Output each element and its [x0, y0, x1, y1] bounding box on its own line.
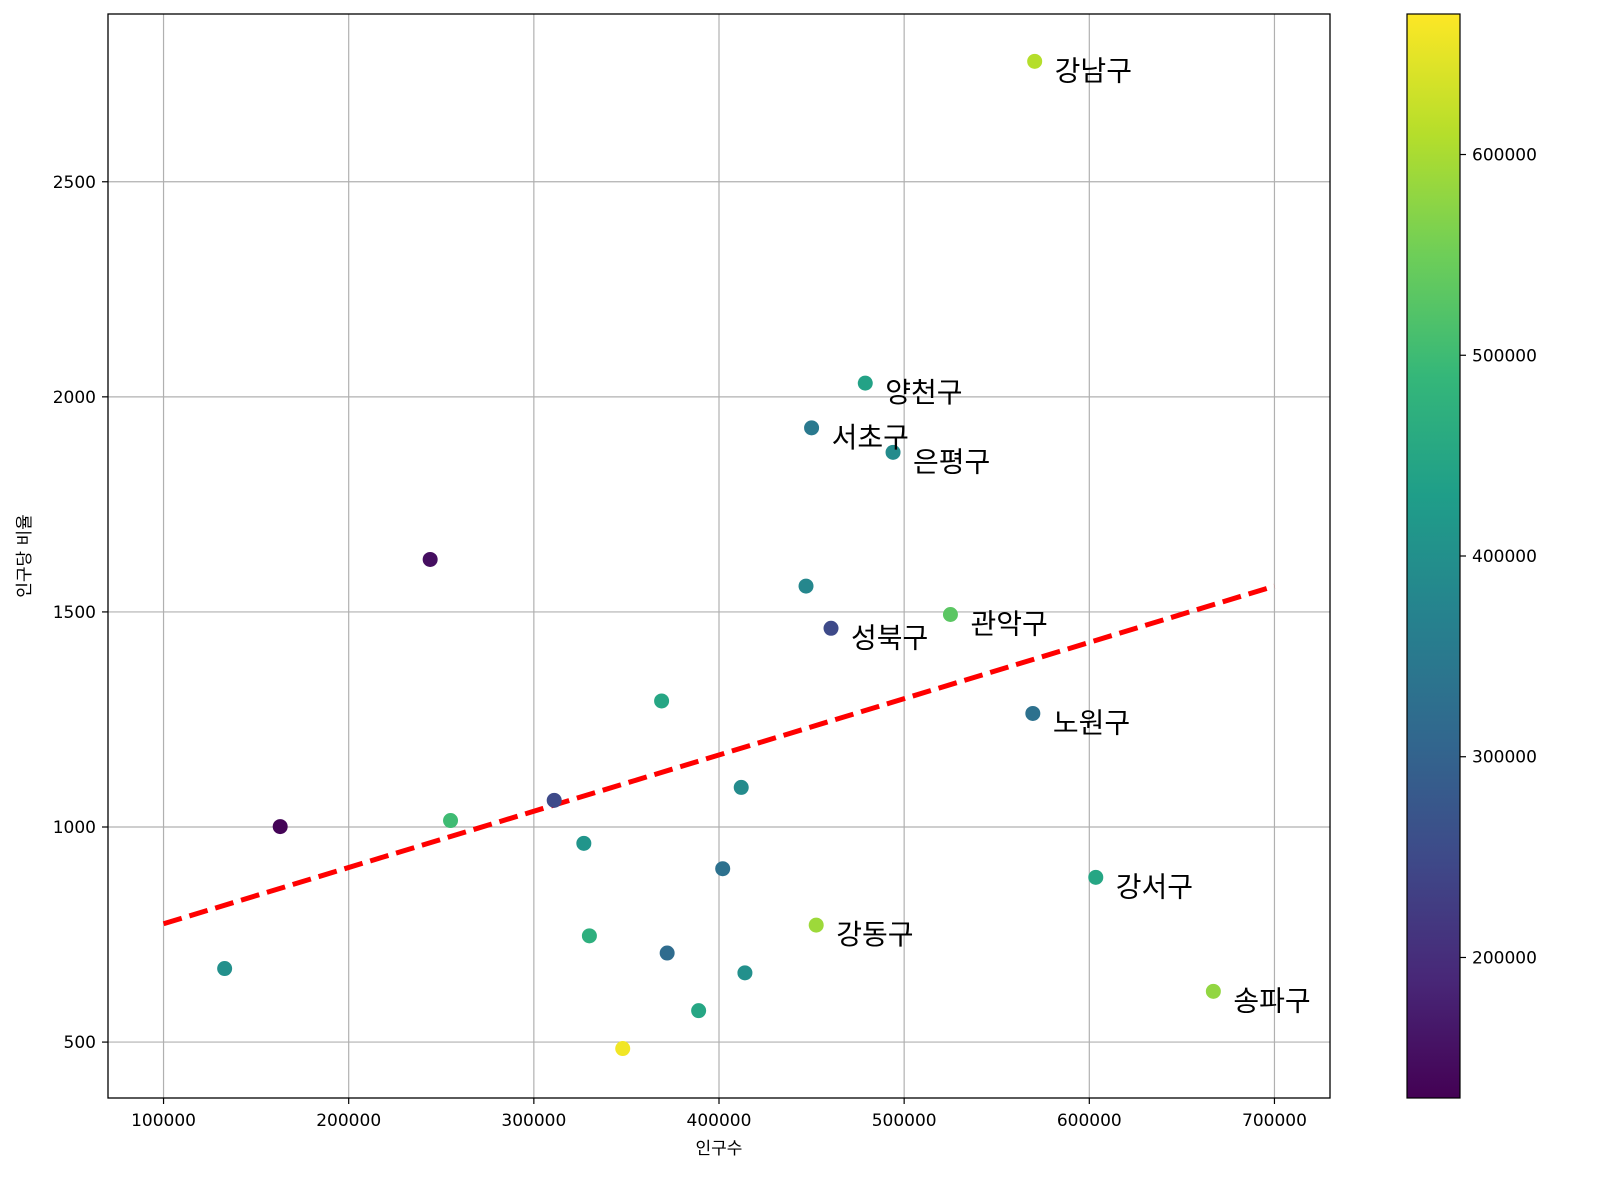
x-tick-label: 100000	[131, 1111, 196, 1131]
point-label: 은평구	[913, 445, 990, 478]
data-point	[654, 693, 670, 709]
y-tick-label: 1500	[53, 603, 96, 623]
data-point	[615, 1041, 631, 1057]
x-axis-label: 인구수	[696, 1139, 743, 1159]
data-point	[576, 835, 592, 851]
data-point	[546, 792, 562, 808]
y-axis-ticks: 500 1000 1500 2000 2500	[53, 173, 108, 1053]
y-tick-label: 500	[64, 1033, 96, 1053]
colorbar-tick-label: 300000	[1472, 748, 1537, 768]
point-label: 관악구	[970, 608, 1047, 641]
data-point	[272, 819, 288, 835]
data-point	[1205, 983, 1221, 999]
point-label: 송파구	[1233, 984, 1310, 1017]
grid	[108, 14, 1330, 1098]
colorbar-tick-label: 500000	[1472, 346, 1537, 366]
point-label: 성북구	[851, 621, 928, 654]
x-tick-label: 700000	[1242, 1111, 1307, 1131]
point-label: 강동구	[836, 918, 913, 951]
data-point	[659, 945, 675, 961]
data-point	[422, 551, 438, 567]
data-point	[808, 917, 824, 933]
trendline-group	[162, 583, 1276, 927]
x-tick-label: 600000	[1057, 1111, 1122, 1131]
point-label: 강서구	[1116, 870, 1193, 903]
colorbar-tick-label: 400000	[1472, 547, 1537, 567]
data-point	[715, 861, 731, 877]
data-point	[1027, 53, 1043, 69]
y-axis-label: 인구당 비율	[15, 514, 35, 598]
data-point	[581, 928, 597, 944]
y-tick-label: 2500	[53, 173, 96, 193]
data-point	[798, 578, 814, 594]
colorbar-tick-label: 600000	[1472, 146, 1537, 166]
point-label: 서초구	[832, 421, 909, 454]
colorbar	[1406, 13, 1461, 1099]
data-point	[443, 813, 459, 829]
x-axis-ticks: 100000 200000 300000 400000 500000 600000 7000…	[131, 1098, 1307, 1131]
data-point	[857, 375, 873, 391]
colorbar-tick-label: 200000	[1472, 948, 1537, 968]
x-tick-label: 300000	[501, 1111, 566, 1131]
data-point	[691, 1003, 707, 1019]
x-tick-label: 400000	[687, 1111, 752, 1131]
data-point	[737, 965, 753, 981]
data-point	[885, 444, 901, 460]
data-point	[804, 420, 820, 436]
point-label: 노원구	[1053, 706, 1130, 739]
data-point	[942, 607, 958, 623]
data-point	[217, 961, 233, 977]
data-point	[1088, 869, 1104, 885]
point-label: 강남구	[1055, 54, 1132, 87]
colorbar-ticks: 200000 300000 400000 500000 600000	[1460, 146, 1537, 968]
y-tick-label: 2000	[53, 388, 96, 408]
data-points	[217, 53, 1221, 1057]
point-label: 양천구	[885, 376, 962, 409]
x-tick-label: 200000	[316, 1111, 381, 1131]
data-point	[733, 779, 749, 795]
data-point	[1025, 705, 1041, 721]
x-tick-label: 500000	[872, 1111, 937, 1131]
y-tick-label: 1000	[53, 818, 96, 838]
trend-line	[162, 583, 1276, 927]
data-point	[823, 620, 839, 636]
